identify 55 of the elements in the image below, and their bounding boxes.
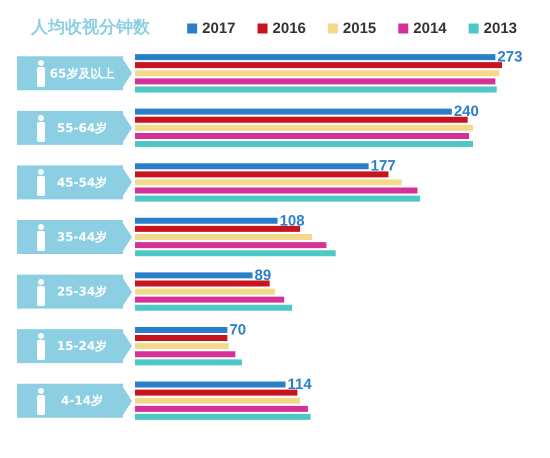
bar xyxy=(135,414,311,420)
bar xyxy=(135,171,388,178)
bar xyxy=(135,272,252,278)
bar xyxy=(135,288,275,295)
bar xyxy=(135,196,420,202)
chart-title: 人均收视分钟数 xyxy=(30,18,151,38)
legend-label: 2014 xyxy=(413,20,448,37)
y-tick-label: 55-64岁 xyxy=(56,120,108,135)
bar xyxy=(135,398,300,404)
bar xyxy=(135,78,496,84)
bar xyxy=(135,179,402,186)
bar xyxy=(135,351,236,358)
bar xyxy=(135,326,228,333)
data-label: 240 xyxy=(454,103,479,120)
bar xyxy=(135,343,229,350)
data-label: 177 xyxy=(370,158,396,175)
bar xyxy=(135,280,270,286)
bar xyxy=(135,188,418,194)
bar xyxy=(135,242,326,248)
y-tick-label: 65岁及以上 xyxy=(50,66,114,80)
bar xyxy=(135,62,502,68)
bar xyxy=(135,335,228,342)
bar xyxy=(135,70,500,76)
y-tick-label: 35-44岁 xyxy=(56,230,108,244)
bar xyxy=(135,250,336,256)
legend-label: 2015 xyxy=(342,20,376,37)
legend-label: 2013 xyxy=(484,20,518,37)
bar xyxy=(135,234,312,240)
data-label: 114 xyxy=(287,376,312,394)
bar xyxy=(135,108,452,115)
data-label: 70 xyxy=(229,321,246,338)
bar xyxy=(135,163,369,170)
bar xyxy=(135,54,496,60)
data-label: 108 xyxy=(280,212,305,230)
data-label: 273 xyxy=(497,48,522,66)
bar xyxy=(135,124,473,131)
bar xyxy=(135,116,468,123)
bar xyxy=(135,406,308,412)
bar xyxy=(135,86,497,92)
bar xyxy=(135,132,469,139)
bar xyxy=(135,304,292,311)
y-tick-label: 45-54岁 xyxy=(56,175,108,190)
bar xyxy=(135,296,284,303)
legend-label: 2016 xyxy=(272,20,306,37)
legend-label: 2017 xyxy=(202,20,236,37)
bar xyxy=(135,390,298,396)
bar xyxy=(135,359,242,366)
bar xyxy=(135,141,473,148)
y-tick-label: 4-14岁 xyxy=(60,394,104,408)
data-label: 89 xyxy=(254,266,272,284)
y-tick-label: 15-24岁 xyxy=(56,339,108,354)
bar xyxy=(135,226,300,232)
bar xyxy=(135,218,278,224)
y-tick-label: 25-34岁 xyxy=(56,284,108,299)
bar xyxy=(135,382,286,388)
